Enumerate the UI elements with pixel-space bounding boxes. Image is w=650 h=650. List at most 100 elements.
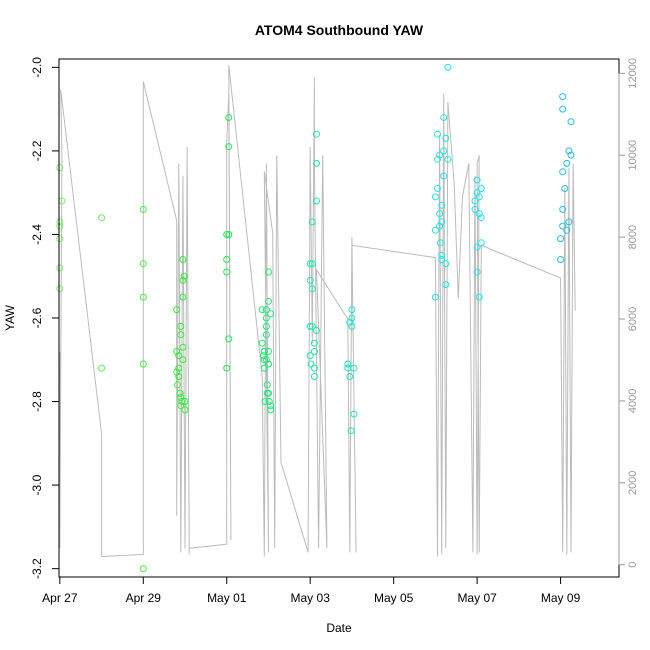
data-point <box>313 197 320 205</box>
x-tick-label: May 05 <box>374 591 414 605</box>
data-point <box>179 256 187 263</box>
y-tick-label: -2.4 <box>30 224 44 245</box>
data-point <box>563 226 571 234</box>
data-point <box>567 118 575 126</box>
data-point <box>175 364 183 372</box>
data-point <box>308 218 316 226</box>
data-point <box>56 218 64 226</box>
data-point <box>180 272 188 280</box>
data-point <box>313 130 320 138</box>
x-tick-label: May 01 <box>207 591 247 605</box>
data-point <box>438 201 446 209</box>
data-point <box>561 185 569 192</box>
y-tick-label: -2.8 <box>30 391 44 412</box>
data-point <box>262 322 270 330</box>
data-point <box>348 314 356 322</box>
data-point <box>56 264 64 272</box>
data-point <box>565 147 573 155</box>
data-point <box>179 343 187 351</box>
y-tick-label: -3.0 <box>30 474 44 495</box>
data-point <box>177 402 185 410</box>
data-point <box>346 318 354 326</box>
data-point <box>139 260 147 268</box>
data-point <box>477 239 485 247</box>
data-point <box>344 360 352 368</box>
data-point <box>225 335 233 343</box>
y2-tick-label: 12000 <box>627 58 639 89</box>
data-point <box>473 268 481 276</box>
data-point <box>175 373 183 380</box>
data-point <box>431 293 439 301</box>
data-point <box>440 147 448 155</box>
data-point <box>442 134 450 142</box>
data-point <box>438 256 446 263</box>
data-point <box>347 427 355 435</box>
y2-tick-label: 2000 <box>627 471 639 495</box>
data-point <box>557 235 565 243</box>
data-point <box>475 293 483 301</box>
data-point <box>223 364 231 372</box>
data-point <box>265 398 273 405</box>
data-point <box>313 327 320 334</box>
data-point <box>56 235 64 243</box>
data-point <box>179 356 187 364</box>
data-point <box>565 218 573 226</box>
data-point <box>559 222 567 230</box>
data-point <box>306 260 314 268</box>
data-point <box>139 360 147 368</box>
data-point <box>267 310 275 318</box>
data-point <box>178 398 186 405</box>
data-point <box>567 151 575 159</box>
y-axis-label: YAW <box>3 304 17 331</box>
data-point <box>173 306 181 314</box>
data-point <box>559 168 567 176</box>
data-point <box>139 205 147 213</box>
data-point <box>225 231 233 238</box>
data-point <box>265 297 272 305</box>
data-point <box>438 218 446 226</box>
data-point <box>139 293 147 301</box>
data-point <box>260 356 268 364</box>
data-point <box>557 256 565 263</box>
data-point <box>444 155 452 163</box>
data-point <box>261 398 269 405</box>
data-point <box>559 93 567 101</box>
data-point <box>436 222 444 230</box>
y-tick-label: -2.0 <box>30 57 44 78</box>
data-point <box>436 151 444 159</box>
data-point <box>473 243 481 251</box>
data-point <box>440 172 448 180</box>
y-tick-label: -2.2 <box>30 140 44 161</box>
data-point <box>98 214 106 222</box>
x-axis: Apr 27 Apr 29 May 01 May 03 May 05 May 07 May … <box>42 576 581 605</box>
y2-tick-label: 4000 <box>627 389 639 413</box>
data-point <box>174 381 181 389</box>
data-point <box>346 373 354 380</box>
data-point <box>173 368 181 376</box>
data-point <box>177 331 185 339</box>
data-point <box>308 322 316 330</box>
y2-tick-label: 10000 <box>627 140 639 171</box>
data-point <box>265 389 272 397</box>
data-point <box>223 231 231 238</box>
data-point <box>431 226 439 234</box>
data-point <box>471 205 479 213</box>
data-point <box>177 322 185 330</box>
data-point <box>310 364 318 372</box>
data-point <box>258 339 266 347</box>
data-point <box>179 293 187 301</box>
data-point <box>265 268 272 276</box>
data-point <box>350 410 358 418</box>
data-point <box>434 185 441 192</box>
data-point <box>477 185 485 192</box>
data-point <box>350 364 358 372</box>
data-point <box>263 381 271 389</box>
data-point <box>306 352 314 360</box>
data-point <box>442 281 450 289</box>
data-point <box>559 105 567 113</box>
data-point <box>262 356 270 364</box>
data-point <box>313 159 320 167</box>
data-point <box>175 352 183 360</box>
data-point <box>179 276 187 284</box>
data-point <box>181 406 189 414</box>
